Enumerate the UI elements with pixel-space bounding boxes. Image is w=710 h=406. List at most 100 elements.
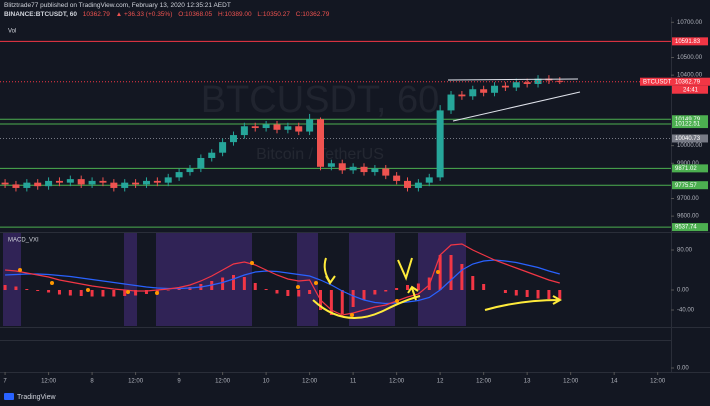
header-value: ▲ +36.33 (+0.35%) xyxy=(115,11,173,18)
histogram-bar xyxy=(79,290,83,296)
histogram-bar xyxy=(384,290,388,292)
candle-body xyxy=(164,177,172,183)
candle-body xyxy=(175,172,183,178)
timer: 24:41 xyxy=(683,87,699,93)
trend-line xyxy=(447,78,579,81)
dot xyxy=(395,299,399,303)
histogram-bar xyxy=(460,264,464,290)
histogram-bar xyxy=(536,290,540,299)
histogram-bar xyxy=(503,290,507,293)
histogram-bar xyxy=(90,290,94,297)
candle-body xyxy=(469,89,477,97)
symbol: BINANCE:BTCUSDT, 60 xyxy=(4,11,77,18)
level-label: 10591.83 xyxy=(675,39,701,45)
dot xyxy=(436,270,440,274)
histogram-bar xyxy=(308,290,312,294)
x-tick-label: 8 xyxy=(90,379,94,385)
level-label: 9537.74 xyxy=(675,225,697,231)
candle-body xyxy=(425,177,433,183)
histogram-bar xyxy=(123,290,127,296)
candle-body xyxy=(88,180,96,185)
candle-body xyxy=(523,82,531,84)
candle-body xyxy=(219,142,227,153)
histogram-bar xyxy=(253,283,257,290)
x-tick-label: 12:00 xyxy=(215,379,231,385)
dot xyxy=(86,288,90,292)
header-value: H:10389.00 xyxy=(217,11,252,18)
histogram-bar xyxy=(112,290,116,297)
y-tick-label: 10500.00 xyxy=(677,55,703,61)
y-tick-label: 10000.00 xyxy=(677,143,703,149)
histogram-bar xyxy=(416,283,420,290)
zone xyxy=(349,233,395,326)
y-tick-label: 10700.00 xyxy=(677,20,703,26)
macd-zones xyxy=(3,233,466,326)
dot xyxy=(350,313,354,317)
histogram-bar xyxy=(3,285,7,290)
x-tick-label: 10 xyxy=(263,379,270,385)
hand-drawn-curve xyxy=(312,295,421,319)
histogram-bar xyxy=(471,276,475,290)
candle-body xyxy=(1,182,9,185)
header-value: L:10350.27 xyxy=(257,11,290,18)
histogram-bar xyxy=(351,290,355,307)
candle-body xyxy=(556,80,564,82)
histogram-bar xyxy=(68,290,72,296)
histogram-bar xyxy=(36,290,40,291)
hand-drawn-arrow xyxy=(323,257,336,285)
x-tick-label: 13 xyxy=(524,379,531,385)
x-tick-label: 12:00 xyxy=(41,379,57,385)
candle-body xyxy=(491,85,499,93)
cross-dots xyxy=(18,261,440,317)
symbol-line: BINANCE:BTCUSDT, 60 10362.79 ▲ +36.33 (+… xyxy=(4,10,333,19)
candle-body xyxy=(132,182,140,185)
annotations xyxy=(312,78,581,319)
candle-body xyxy=(186,168,194,173)
histogram-bar xyxy=(47,290,51,293)
candle-body xyxy=(12,184,20,188)
level-label: 10040.73 xyxy=(675,136,701,142)
level-label-box xyxy=(672,120,708,129)
volume-label: Vol xyxy=(8,29,16,35)
x-tick-label: 11 xyxy=(350,379,357,385)
level-label: 9775.57 xyxy=(675,183,697,189)
zone xyxy=(297,233,318,326)
histogram-bar xyxy=(57,290,61,295)
dot xyxy=(126,290,130,294)
histogram-bar xyxy=(221,277,225,290)
histogram-bar xyxy=(166,290,170,291)
y-tick-label: 0.00 xyxy=(677,288,689,294)
level-label-box xyxy=(672,134,708,143)
histogram-bar xyxy=(155,290,159,292)
last-price-value: 10362.79 xyxy=(675,79,701,85)
brand: TradingView xyxy=(17,394,56,401)
level-label-box xyxy=(672,115,708,124)
level-label-box xyxy=(672,37,708,46)
candle-body xyxy=(121,182,129,188)
candle-body xyxy=(273,124,281,130)
histogram-bar xyxy=(482,284,486,290)
candle-body xyxy=(99,180,107,183)
candle-body xyxy=(45,180,53,187)
candle-body xyxy=(512,82,520,88)
histogram-bar xyxy=(558,290,562,299)
zone xyxy=(418,233,466,326)
header-value: O:10368.05 xyxy=(178,11,213,18)
hand-drawn-arrow xyxy=(407,285,419,301)
last-price-symbol: BTCUSDT xyxy=(643,79,672,85)
histogram-bar xyxy=(14,286,18,290)
histogram-bar xyxy=(286,290,290,296)
histogram-bar xyxy=(406,285,410,290)
candle-body xyxy=(447,94,455,111)
histogram-bar xyxy=(25,289,29,290)
candle-body xyxy=(262,124,270,129)
histogram-bar xyxy=(177,289,181,290)
candle-body xyxy=(349,166,357,171)
trend-line xyxy=(452,91,581,122)
level-label-box xyxy=(672,164,708,173)
candle-body xyxy=(404,180,412,188)
candle-body xyxy=(284,126,292,130)
histogram-bar xyxy=(101,290,105,297)
